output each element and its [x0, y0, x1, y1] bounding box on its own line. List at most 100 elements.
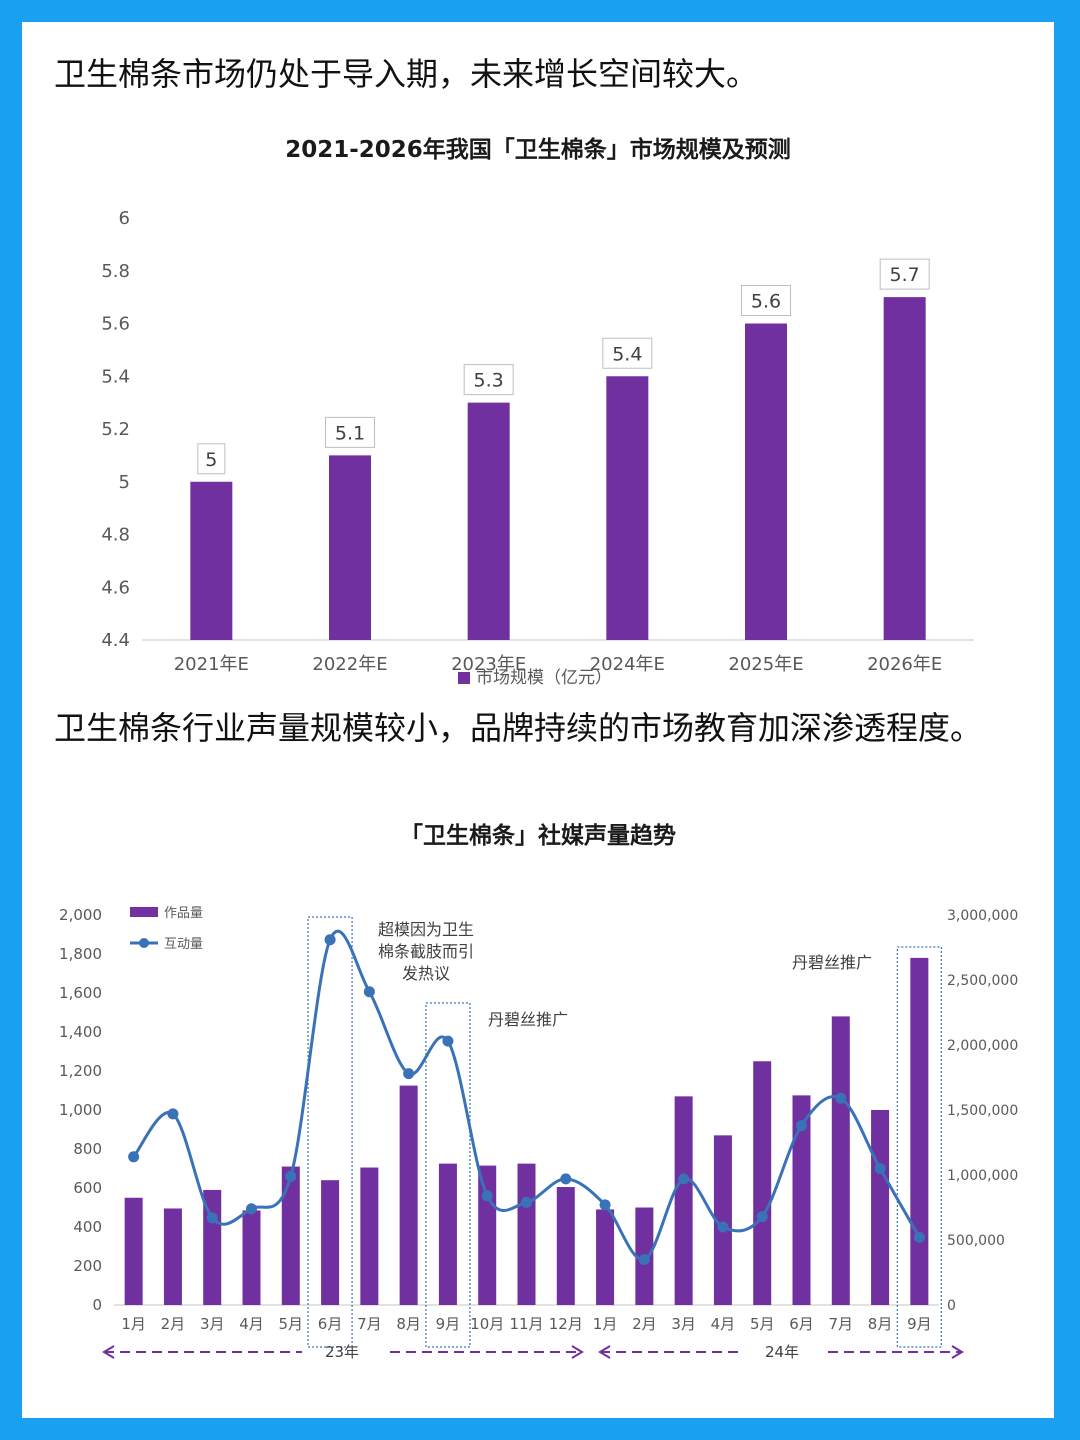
annotation-text: 丹碧丝推广 [488, 1010, 568, 1029]
highlight-box [425, 1002, 471, 1348]
right-y-tick-label: 0 [947, 1298, 956, 1314]
line-point [913, 1231, 925, 1243]
left-y-tick-label: 1,200 [59, 1062, 102, 1080]
legend-swatch-marker [139, 938, 149, 948]
bar [281, 1166, 300, 1305]
line-point [717, 1221, 729, 1233]
line-point [796, 1120, 807, 1132]
x-tick-label: 3月 [671, 1315, 696, 1333]
data-label-box [325, 416, 375, 448]
bar [190, 481, 233, 640]
data-label-box [741, 285, 791, 316]
x-tick-label: 6月 [789, 1315, 814, 1333]
year-label: 23年 [325, 1343, 359, 1361]
right-y-tick-label: 3,000,000 [947, 908, 1018, 924]
data-label-box [197, 443, 226, 475]
chart1-title: 2021-2026年我国「卫生棉条」市场规模及预测 [285, 137, 791, 163]
bar [745, 323, 787, 640]
social-volume-combo-chart: 0 200 400 600 800 1,000 1,200 1,400 1,600 1,800 2,… [59, 906, 1018, 1361]
bar [596, 1209, 615, 1305]
bar [124, 1197, 143, 1305]
market-size-bar-chart: 4.4 4.6 4.8 5 5.2 5.4 5.6 5.8 6 5 2021年E 5.1 2022年E 5… [101, 208, 974, 688]
left-y-tick-label: 1,800 [59, 945, 102, 963]
line-point [442, 1035, 454, 1047]
y-tick-label: 6 [119, 208, 130, 229]
year-arrow-head [598, 1345, 611, 1359]
highlight-box [307, 916, 353, 1348]
left-y-tick-label: 1,000 [59, 1101, 102, 1119]
line-point [481, 1190, 493, 1202]
x-tick-label: 1月 [593, 1315, 618, 1333]
year-arrow-head [951, 1345, 964, 1359]
bar [753, 1061, 772, 1305]
data-label: 5.7 [890, 264, 920, 286]
legend-label: 互动量 [164, 937, 203, 952]
x-tick-label: 10月 [470, 1315, 504, 1333]
annotation-text: 超模因为卫生 [378, 920, 474, 939]
line-point [363, 986, 375, 998]
x-tick-label: 11月 [509, 1315, 543, 1333]
bar [438, 1163, 457, 1305]
line-point [835, 1092, 847, 1104]
legend-swatch-bars [130, 907, 158, 917]
year-label: 24年 [765, 1343, 799, 1361]
x-tick-label: 7月 [829, 1315, 854, 1333]
data-label: 5.6 [751, 291, 781, 313]
data-label-box [879, 258, 930, 290]
annotation-text: 棉条截肢而引 [378, 942, 474, 961]
bar [883, 297, 926, 640]
bar [467, 402, 510, 640]
bar [871, 1110, 890, 1305]
x-tick-label: 4月 [711, 1315, 736, 1333]
bar [910, 957, 929, 1305]
x-tick-label: 2025年E [728, 654, 803, 675]
x-tick-label: 9月 [907, 1315, 932, 1333]
left-y-tick-label: 200 [73, 1257, 102, 1275]
left-y-tick-label: 1,400 [59, 1023, 102, 1041]
bar [478, 1165, 497, 1305]
left-y-tick-label: 0 [92, 1296, 102, 1314]
data-label: 5.1 [335, 422, 365, 444]
line-point [285, 1170, 297, 1182]
x-tick-label: 2022年E [312, 654, 387, 675]
x-tick-label: 6月 [318, 1315, 343, 1333]
bar [792, 1095, 811, 1305]
right-y-tick-label: 1,000,000 [947, 1168, 1018, 1184]
x-tick-label: 2024年E [590, 654, 665, 675]
line-point [599, 1199, 611, 1211]
x-tick-label: 3月 [200, 1315, 225, 1333]
bar [163, 1208, 182, 1305]
line-point [167, 1108, 179, 1120]
bar [321, 1180, 340, 1305]
left-y-tick-label: 600 [73, 1179, 102, 1197]
legend-swatch [458, 672, 470, 684]
line-point [128, 1151, 140, 1163]
section1-heading: 卫生棉条市场仍处于导入期，未来增长空间较大。 [54, 55, 759, 93]
line-point [874, 1163, 886, 1174]
line-point [756, 1211, 768, 1223]
line-point [521, 1196, 532, 1208]
y-tick-label: 5 [119, 472, 130, 493]
bar [242, 1210, 261, 1305]
year-arrow-head [571, 1345, 584, 1359]
right-y-tick-label: 2,500,000 [947, 973, 1018, 989]
left-y-tick-label: 2,000 [59, 906, 102, 924]
data-label-box [602, 337, 653, 369]
x-tick-label: 12月 [549, 1315, 583, 1333]
x-tick-label: 2026年E [867, 654, 942, 675]
legend-label: 市场规模（亿元） [476, 668, 612, 688]
left-y-tick-label: 800 [73, 1140, 102, 1158]
x-tick-label: 5月 [279, 1315, 304, 1333]
year-arrow-head [102, 1345, 115, 1359]
bar [713, 1135, 732, 1305]
x-tick-label: 2月 [161, 1315, 186, 1333]
y-tick-label: 5.2 [101, 419, 130, 440]
annotation-text: 丹碧丝推广 [792, 953, 872, 972]
line-point [206, 1212, 218, 1224]
x-tick-label: 2023年E [451, 654, 526, 675]
y-tick-label: 4.6 [101, 577, 130, 598]
line-point [678, 1173, 690, 1185]
line-point [638, 1254, 650, 1265]
y-tick-label: 5.4 [101, 366, 130, 387]
x-tick-label: 2月 [632, 1315, 657, 1333]
